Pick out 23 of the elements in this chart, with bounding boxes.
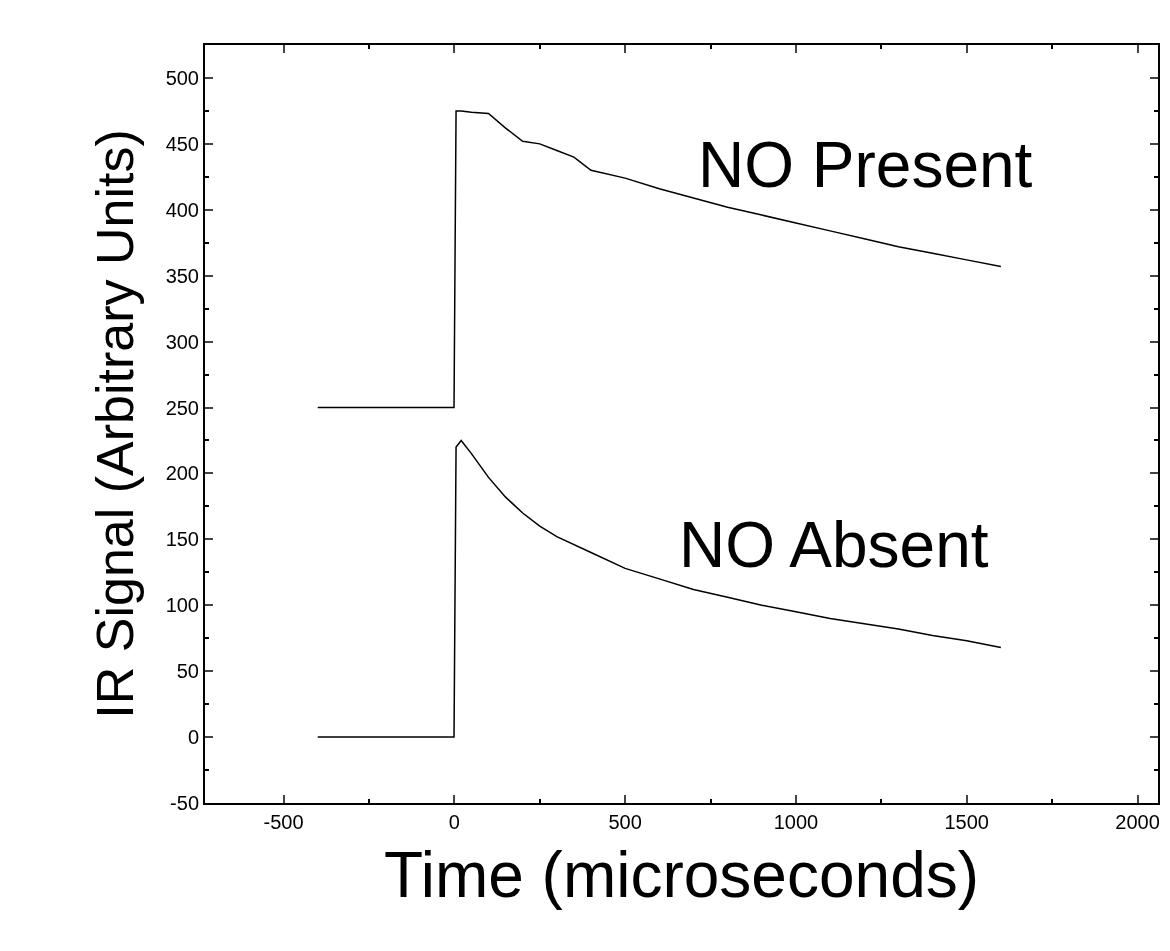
- line-series: [316, 439, 1002, 738]
- x-axis-title: Time (microseconds): [383, 838, 980, 911]
- y-tick-label: -50: [170, 792, 199, 814]
- y-tick-label: 0: [187, 726, 199, 749]
- y-tick-label: 450: [165, 132, 199, 155]
- x-tick-label: -500: [263, 811, 304, 833]
- y-tick-label: 100: [165, 594, 199, 617]
- y-tick-label: 350: [165, 264, 199, 287]
- y-axis-title: IR Signal (Arbitrary Units): [86, 129, 145, 719]
- y-tick-label: 200: [165, 462, 199, 485]
- series-label: NO Absent: [679, 509, 989, 581]
- x-tick-label: 500: [608, 811, 642, 833]
- x-tick-label: 1000: [773, 811, 819, 833]
- series-label: NO Present: [698, 129, 1033, 201]
- y-tick-label: 500: [165, 66, 199, 89]
- y-tick-label: 50: [176, 660, 199, 683]
- x-tick-label: 1500: [944, 811, 989, 833]
- y-tick-label: 300: [165, 330, 199, 353]
- x-tick-label: 0: [448, 811, 460, 833]
- y-tick-label: 250: [165, 396, 199, 419]
- x-tick-label: 2000: [1115, 811, 1160, 833]
- y-tick-label: 150: [165, 528, 199, 551]
- y-tick-label: 400: [165, 198, 199, 221]
